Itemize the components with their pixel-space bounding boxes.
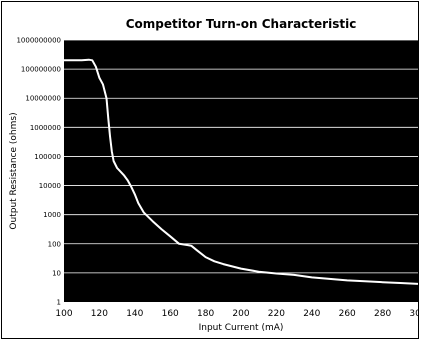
- gridlines: [64, 39, 418, 274]
- plot-area: [64, 40, 418, 302]
- y-tick-label: 10: [52, 269, 61, 277]
- y-axis-ticks: 1 10 100 1000 10000 100000 1000000 10000000 1000…: [16, 37, 61, 307]
- y-tick-label: 1: [57, 299, 61, 307]
- x-tick-label: 140: [126, 309, 143, 319]
- y-tick-label: 100: [48, 240, 61, 248]
- x-tick-label: 220: [268, 309, 285, 319]
- series-line: [64, 58, 418, 285]
- x-axis-ticks: 100 120 140 160 180 200 220 240 260 280 300: [55, 309, 418, 319]
- y-tick-label: 100000000: [21, 66, 61, 74]
- x-tick-label: 180: [197, 309, 214, 319]
- chart: 1 10 100 1000 10000 100000 1000000 10000000 1000…: [9, 17, 418, 333]
- y-tick-label: 100000: [34, 153, 61, 161]
- y-axis-label: Output Resistance (ohms): [9, 112, 19, 229]
- x-tick-label: 160: [162, 309, 179, 319]
- x-tick-label: 300: [409, 309, 418, 319]
- x-axis-label: Input Current (mA): [199, 323, 284, 333]
- y-tick-label: 10000: [39, 182, 61, 190]
- y-tick-label: 1000: [43, 211, 61, 219]
- y-tick-label: 1000000: [30, 124, 61, 132]
- x-tick-label: 260: [339, 309, 356, 319]
- y-tick-label: 10000000: [25, 95, 61, 103]
- chart-title: Competitor Turn-on Characteristic: [126, 17, 357, 31]
- x-tick-label: 280: [374, 309, 391, 319]
- y-tick-label: 1000000000: [16, 37, 61, 45]
- x-tick-label: 100: [55, 309, 72, 319]
- x-tick-label: 200: [232, 309, 249, 319]
- x-tick-label: 240: [303, 309, 320, 319]
- x-tick-label: 120: [91, 309, 108, 319]
